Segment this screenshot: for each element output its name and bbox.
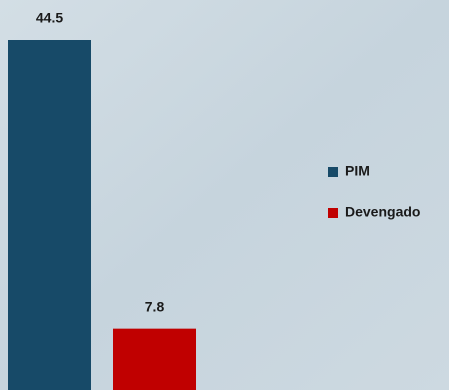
legend-swatch: [328, 208, 338, 218]
bar: [113, 328, 196, 390]
legend-label: Devengado: [345, 204, 420, 220]
bar: [8, 40, 91, 390]
legend-swatch: [328, 167, 338, 177]
data-label: 7.8: [145, 298, 165, 314]
legend-label: PIM: [345, 163, 370, 179]
data-label: 44.5: [36, 10, 63, 26]
